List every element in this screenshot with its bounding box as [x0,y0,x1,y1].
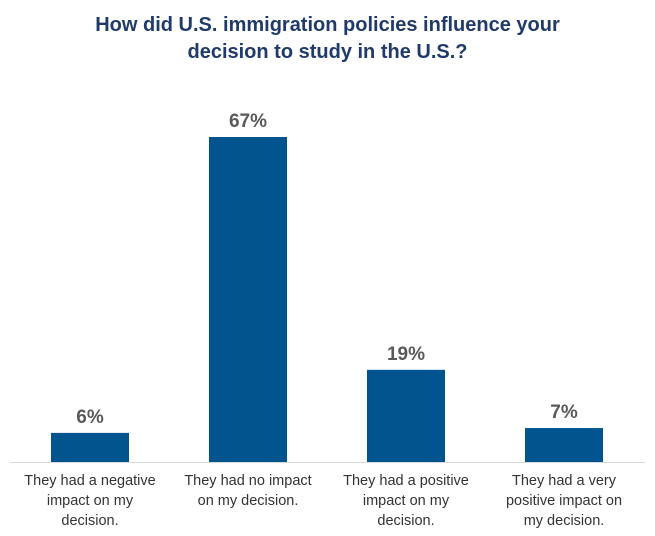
category-label-1-line-2: impact on my [46,493,134,509]
data-label-4: 7% [550,402,578,423]
category-label-1-line-1: They had a negative [24,473,156,489]
category-label-3-line-1: They had a positive [343,473,469,489]
data-label-1: 6% [76,407,104,428]
bar-4 [525,428,603,462]
data-label-3: 19% [387,344,425,365]
category-label-3: They had a positive impact on my decision. [327,471,485,531]
chart-title: How did U.S. immigration policies influe… [0,12,655,66]
category-label-2-line-2: on my decision. [197,493,299,509]
category-label-1-line-3: decision. [61,513,119,529]
category-label-3-line-2: impact on my [362,493,450,509]
bar-3 [367,369,445,462]
category-label-4: They had a very positive impact on my deci… [485,471,643,531]
category-label-4-line-1: They had a very [512,473,616,489]
bar-2 [209,137,287,462]
bar-1 [51,432,129,462]
chart-title-line-2: decision to study in the U.S.? [187,41,468,63]
category-label-3-line-3: decision. [377,513,435,529]
category-label-1: They had a negative impact on my decision. [11,471,169,531]
category-label-4-line-2: positive impact on [505,493,623,509]
category-label-4-line-3: my decision. [523,513,605,529]
data-label-2: 67% [229,111,267,132]
category-label-2: They had no impact on my decision. [169,471,327,511]
chart-title-line-1: How did U.S. immigration policies influe… [95,14,560,36]
category-label-2-line-1: They had no impact [184,473,312,489]
